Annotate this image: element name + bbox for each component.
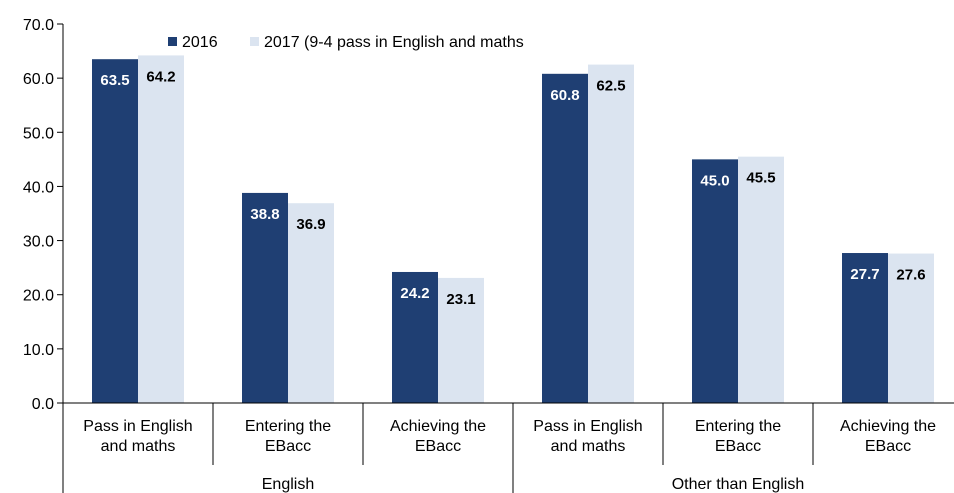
- x-axis: Pass in English and maths Entering the EBac…: [63, 402, 954, 493]
- data-label: 36.9: [296, 216, 325, 233]
- data-label: 24.2: [400, 285, 429, 302]
- data-label: 60.8: [550, 87, 579, 104]
- bar: [542, 73, 588, 403]
- x-tick-label: EBacc: [265, 438, 311, 455]
- y-tick-label: 50.0: [23, 125, 54, 142]
- data-label: 45.0: [700, 172, 729, 189]
- data-label: 27.7: [850, 266, 879, 283]
- bar: [392, 271, 438, 403]
- x-tick-label: Entering the: [245, 418, 331, 435]
- y-tick-label: 60.0: [23, 71, 54, 88]
- bars: 63.5 64.2 38.8 36.9 24.2 23.1 60.8 62.5 45.0 45.5…: [92, 55, 934, 403]
- x-tick-label: EBacc: [715, 438, 761, 455]
- bar: [92, 59, 138, 403]
- x-tick-label: EBacc: [415, 438, 461, 455]
- y-tick-label: 20.0: [23, 288, 54, 305]
- data-label: 23.1: [446, 291, 475, 308]
- x-tick-label: and maths: [101, 438, 176, 455]
- x-tick-label: Achieving the: [390, 418, 486, 435]
- bar: [588, 64, 634, 403]
- bar: [242, 192, 288, 403]
- data-label: 64.2: [146, 68, 175, 85]
- x-tick-label: EBacc: [865, 438, 911, 455]
- group-label: English: [262, 476, 314, 493]
- y-axis: 0.0 10.0 20.0 30.0 40.0 50.0 60.0 70.0: [23, 17, 64, 493]
- bar: [738, 156, 784, 403]
- legend-swatch: [250, 37, 259, 46]
- bar: [288, 203, 334, 403]
- x-tick-label: Achieving the: [840, 418, 936, 435]
- bar: [138, 55, 184, 403]
- x-tick-label: and maths: [551, 438, 626, 455]
- bar: [888, 253, 934, 403]
- data-label: 62.5: [596, 78, 625, 95]
- x-tick-label: Pass in English: [83, 418, 192, 435]
- x-tick-label: Pass in English: [533, 418, 642, 435]
- y-tick-label: 30.0: [23, 234, 54, 251]
- group-label: Other than English: [672, 476, 805, 493]
- bar: [842, 253, 888, 403]
- y-tick-label: 40.0: [23, 179, 54, 196]
- bar: [438, 277, 484, 403]
- data-label: 45.5: [746, 170, 775, 187]
- data-label: 27.6: [896, 267, 925, 284]
- legend-label: 2016: [182, 34, 218, 51]
- x-tick-label: Entering the: [695, 418, 781, 435]
- y-tick-label: 70.0: [23, 17, 54, 34]
- legend-swatch: [168, 37, 177, 46]
- legend-label: 2017 (9-4 pass in English and maths: [264, 34, 524, 51]
- y-tick-label: 0.0: [32, 396, 54, 413]
- data-label: 38.8: [250, 206, 279, 223]
- bar: [692, 159, 738, 403]
- legend: 2016 2017 (9-4 pass in English and maths: [168, 34, 524, 51]
- y-tick-label: 10.0: [23, 342, 54, 359]
- data-label: 63.5: [100, 72, 129, 89]
